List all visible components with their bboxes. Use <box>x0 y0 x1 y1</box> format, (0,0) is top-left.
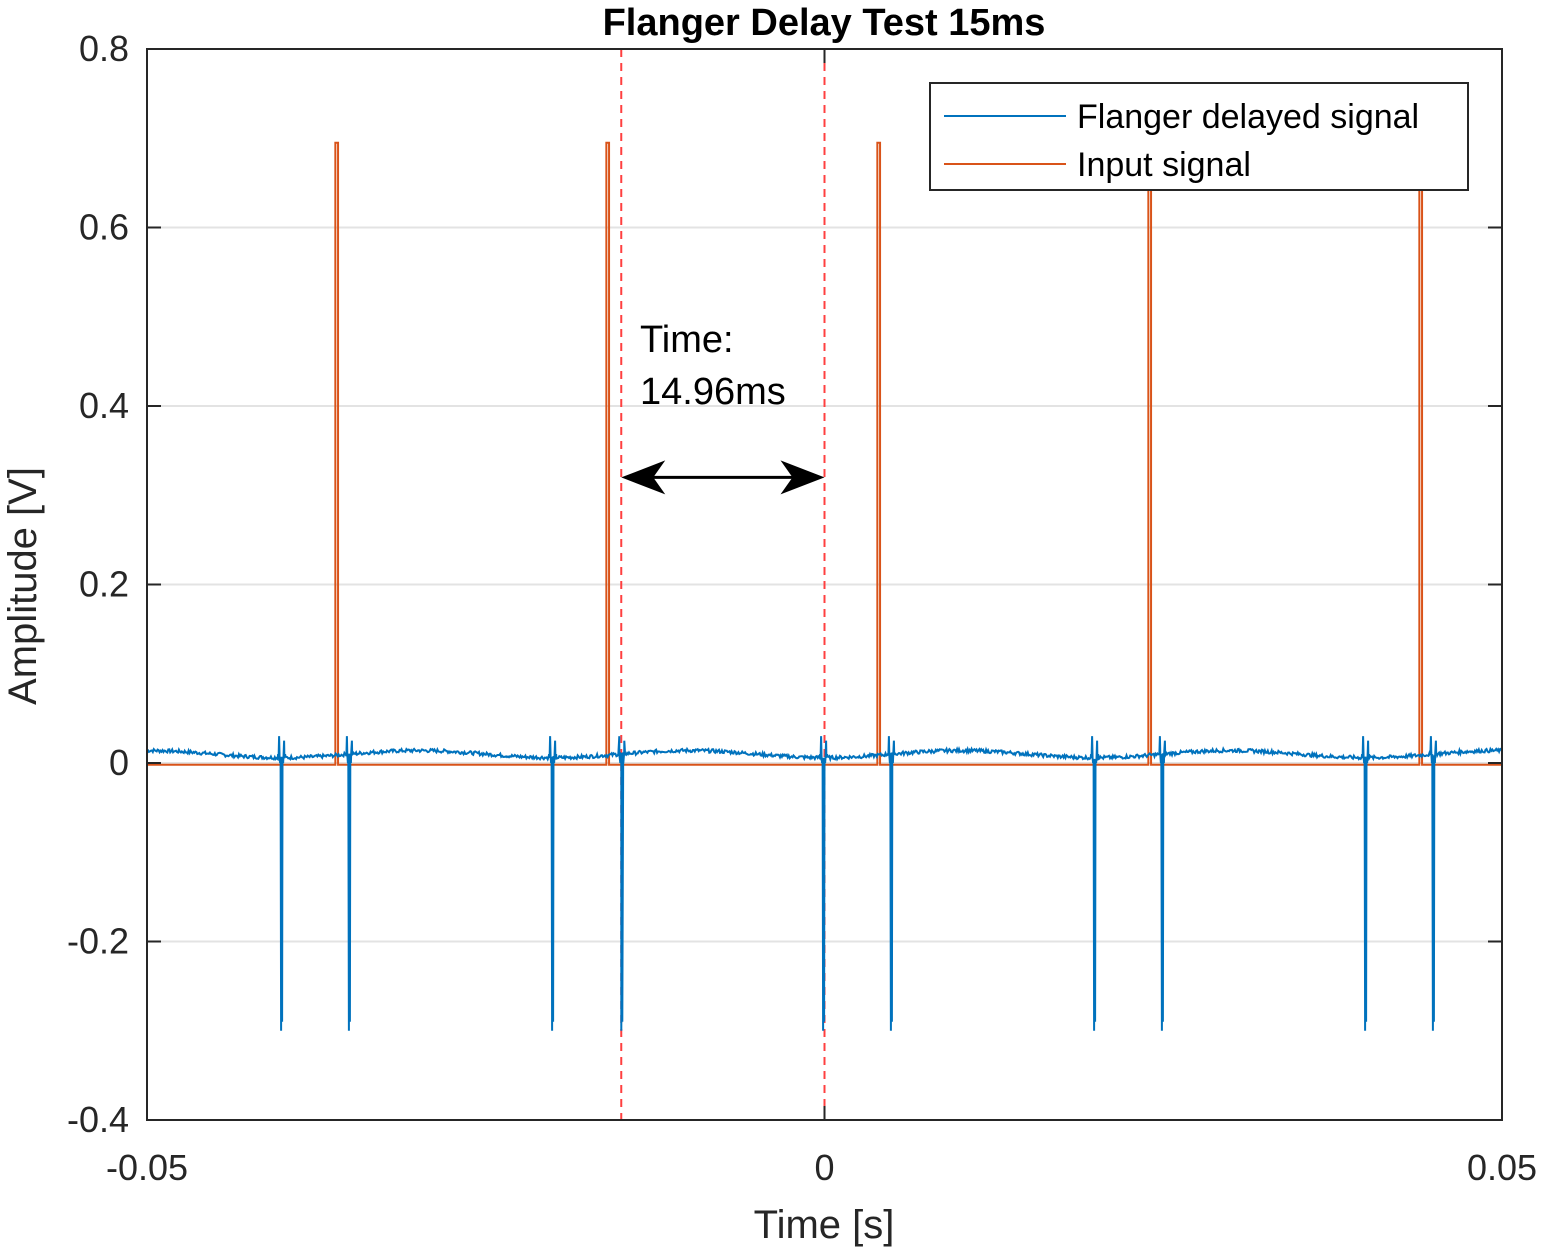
legend: Flanger delayed signal Input signal <box>929 82 1469 191</box>
annotation-arrow-head-left <box>621 460 666 495</box>
marker-lines <box>620 49 826 1120</box>
series-input-signal <box>147 141 1502 766</box>
series-layer <box>146 141 1503 1031</box>
y-tick-label: 0.4 <box>79 385 129 426</box>
x-tick-label: 0 <box>814 1147 834 1188</box>
annotation-text: 14.96ms <box>640 371 786 413</box>
y-tick-label: 0.8 <box>79 28 129 69</box>
ticks: -0.4 -0.2 0 0.2 0.4 0.6 0.8 -0.05 0 0.05 <box>67 28 1537 1188</box>
y-tick-label: 0.6 <box>79 207 129 248</box>
x-tick-label: -0.05 <box>106 1147 188 1188</box>
legend-label-input: Input signal <box>1077 146 1251 184</box>
series-flanger-delayed-signal <box>146 736 1503 1031</box>
legend-label-flanger: Flanger delayed signal <box>1077 98 1419 136</box>
x-tick-label: 0.05 <box>1467 1147 1537 1188</box>
y-tick-label: -0.2 <box>67 921 129 962</box>
annotation-text: Time: <box>640 319 734 361</box>
y-axis-label: Amplitude [V] <box>1 467 45 705</box>
chart-title: Flanger Delay Test 15ms <box>603 2 1046 44</box>
x-axis-label: Time [s] <box>754 1203 895 1247</box>
y-tick-label: -0.4 <box>67 1099 129 1140</box>
legend-box <box>929 82 1469 191</box>
annotation: Time: 14.96ms <box>621 319 825 495</box>
y-tick-label: 0 <box>109 742 129 783</box>
y-tick-label: 0.2 <box>79 564 129 605</box>
annotation-arrow-head-right <box>780 460 825 495</box>
